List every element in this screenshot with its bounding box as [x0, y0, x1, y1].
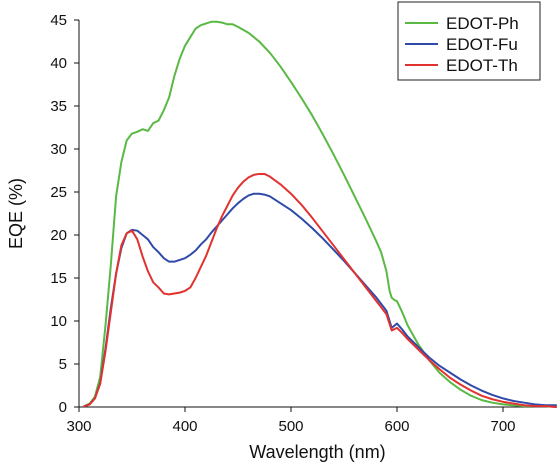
y-tick-label: 10 — [50, 313, 67, 330]
x-axis-title: Wavelength (nm) — [249, 442, 385, 462]
y-tick-label: 45 — [50, 12, 67, 29]
legend-label-edot-fu: EDOT-Fu — [446, 35, 518, 54]
x-tick-label: 300 — [66, 418, 91, 435]
series-line-edot-ph — [83, 20, 557, 408]
y-tick-label: 25 — [50, 184, 67, 201]
x-tick-label: 500 — [278, 418, 303, 435]
series-line-edot-fu — [83, 192, 557, 408]
series-layer — [83, 20, 557, 408]
y-tick-label: 35 — [50, 98, 67, 115]
legend-box — [397, 1, 541, 81]
x-tick-label: 600 — [384, 418, 409, 435]
x-tick-label: 700 — [490, 418, 515, 435]
x-tick-label: 400 — [172, 418, 197, 435]
series-line-edot-th — [83, 172, 557, 408]
y-tick-label: 5 — [59, 356, 67, 373]
legend-label-edot-ph: EDOT-Ph — [446, 14, 519, 33]
legend: EDOT-Ph EDOT-Fu EDOT-Th — [397, 1, 541, 81]
y-tick-label: 40 — [50, 55, 67, 72]
y-tick-label: 30 — [50, 141, 67, 158]
labels-layer: Wavelength (nm) EQE (%) — [6, 178, 386, 462]
y-tick-label: 0 — [59, 399, 67, 416]
legend-label-edot-th: EDOT-Th — [446, 56, 518, 75]
axes-layer: 300 400 500 600 700 0 5 10 15 20 25 30 35 40 45 — [50, 12, 556, 435]
y-tick-label: 20 — [50, 227, 67, 244]
y-axis-title: EQE (%) — [6, 178, 26, 249]
y-tick-label: 15 — [50, 270, 67, 287]
